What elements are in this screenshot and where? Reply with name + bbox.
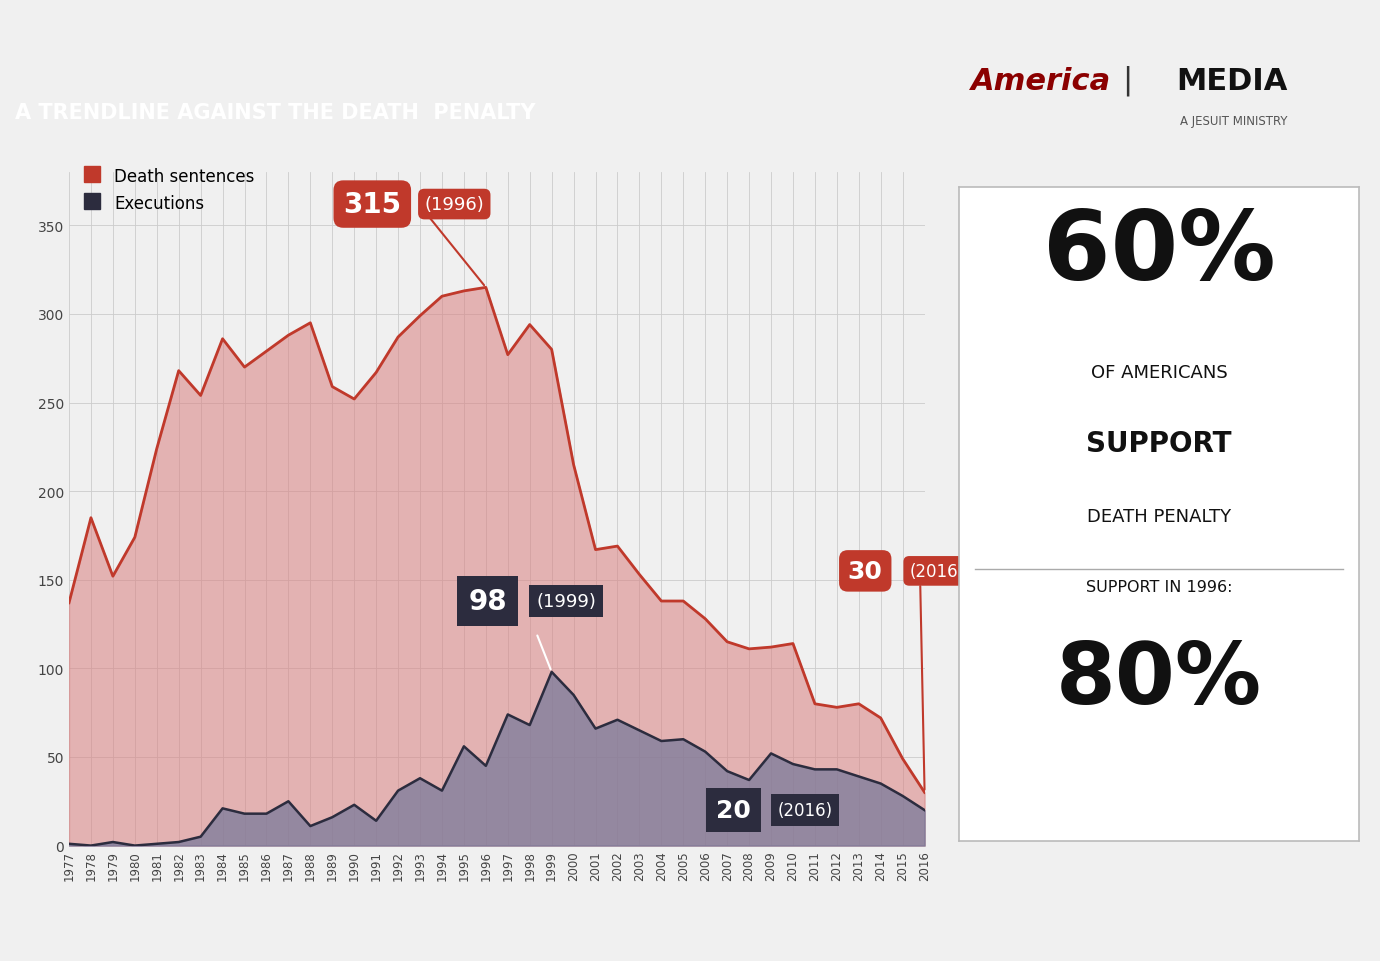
Text: MEDIA: MEDIA [1176, 66, 1288, 95]
Text: SUPPORT IN 1996:: SUPPORT IN 1996: [1086, 579, 1232, 595]
Text: 80%: 80% [1056, 638, 1263, 721]
Text: (2016): (2016) [777, 801, 832, 820]
Legend: Death sentences, Executions: Death sentences, Executions [77, 161, 261, 219]
Text: (2016): (2016) [909, 562, 965, 580]
Text: (1996): (1996) [425, 196, 484, 214]
Text: 30: 30 [847, 559, 883, 583]
Text: 60%: 60% [1043, 207, 1275, 300]
Text: 315: 315 [344, 191, 402, 219]
Text: 20: 20 [716, 799, 751, 823]
Text: A TRENDLINE AGAINST THE DEATH  PENALTY: A TRENDLINE AGAINST THE DEATH PENALTY [15, 103, 535, 123]
Text: DEATH PENALTY: DEATH PENALTY [1087, 507, 1231, 526]
Text: OF AMERICANS: OF AMERICANS [1090, 364, 1228, 382]
Text: A JESUIT MINISTRY: A JESUIT MINISTRY [1180, 115, 1288, 128]
Text: 98: 98 [468, 587, 506, 615]
Text: (1999): (1999) [537, 592, 596, 610]
Text: |: | [1122, 65, 1133, 96]
Text: SUPPORT: SUPPORT [1086, 430, 1232, 457]
Text: America: America [972, 66, 1111, 95]
